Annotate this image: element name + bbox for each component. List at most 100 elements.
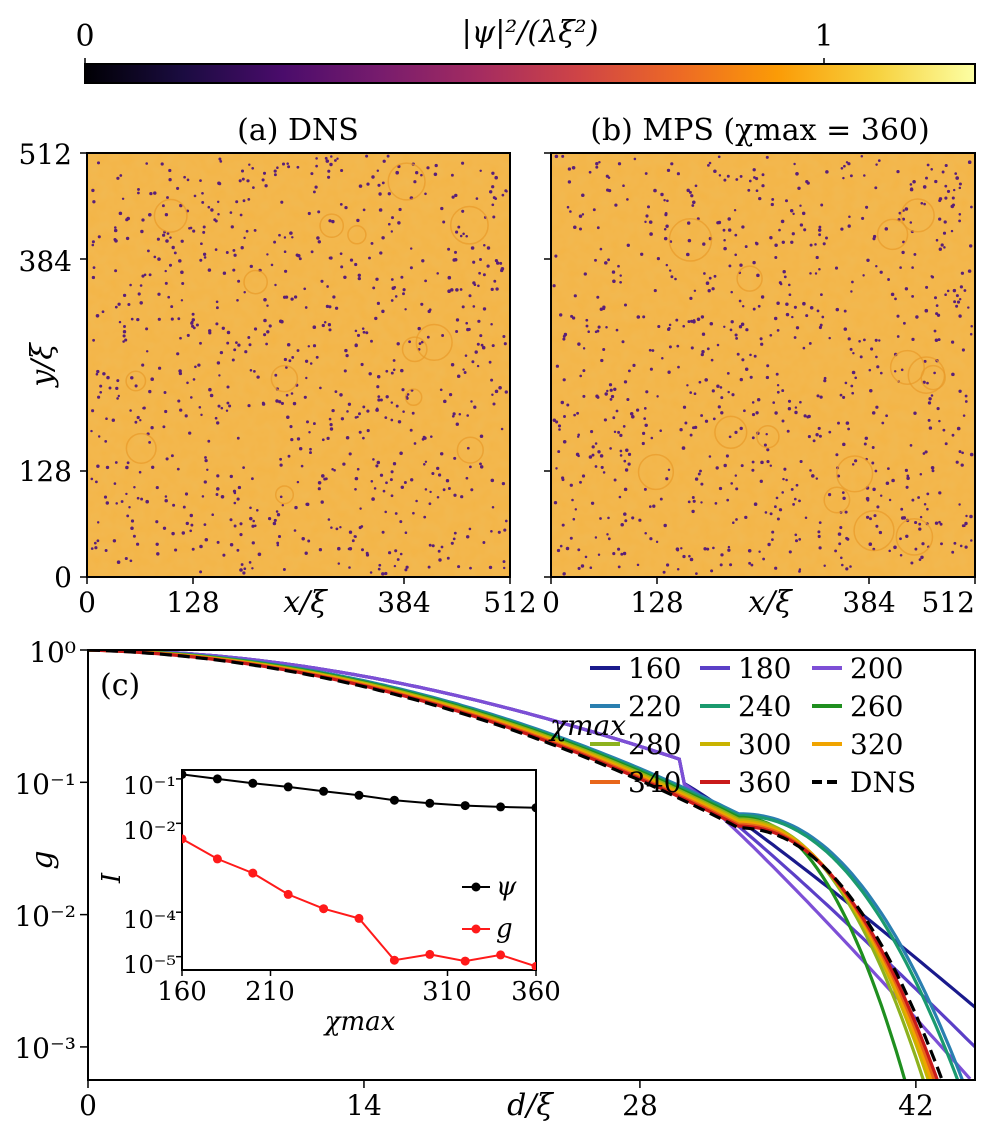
- vortex-dot: [938, 419, 941, 423]
- vortex-dot: [563, 415, 566, 418]
- vortex-dot: [834, 266, 839, 270]
- vortex-dot: [649, 505, 652, 508]
- vortex-dot: [955, 460, 959, 464]
- vortex-dot: [283, 357, 288, 362]
- sound-wave-ring: [876, 218, 909, 251]
- vortex-dot: [646, 205, 651, 209]
- vortex-dot: [876, 505, 880, 509]
- vortex-dot: [930, 466, 935, 470]
- vortex-dot: [664, 212, 668, 215]
- vortex-dot: [413, 180, 417, 184]
- legend-label-340: 340: [628, 766, 681, 799]
- vortex-dot: [442, 220, 446, 224]
- vortex-dot: [164, 495, 168, 498]
- vortex-dot: [495, 287, 499, 291]
- vortex-dot: [189, 513, 194, 518]
- panel-b-vortices: [552, 154, 974, 576]
- vortex-dot: [492, 402, 496, 406]
- vortex-dot: [911, 294, 915, 298]
- sound-wave-ring: [274, 485, 295, 505]
- vortex-dot: [849, 174, 853, 178]
- sound-wave-ring: [270, 364, 299, 393]
- vortex-dot: [479, 334, 483, 338]
- vortex-dot: [472, 260, 476, 264]
- vortex-dot: [596, 295, 600, 299]
- vortex-dot: [668, 345, 672, 349]
- vortex-dot: [741, 358, 745, 362]
- vortex-dot: [663, 198, 666, 202]
- vortex-dot: [334, 159, 337, 162]
- vortex-dot: [819, 323, 823, 327]
- vortex-dot: [296, 349, 300, 352]
- vortex-dot: [426, 335, 430, 339]
- vortex-dot: [266, 304, 269, 307]
- vortex-dot: [409, 247, 413, 250]
- vortex-dot: [778, 228, 781, 232]
- vortex-dot: [823, 379, 827, 383]
- vortex-dot: [273, 518, 277, 522]
- vortex-dot: [823, 564, 826, 568]
- vortex-dot: [794, 410, 798, 415]
- vortex-dot: [563, 332, 568, 337]
- vortex-dot: [129, 559, 133, 563]
- vortex-dot: [552, 418, 557, 423]
- vortex-dot: [178, 371, 183, 376]
- vortex-dot: [842, 176, 845, 180]
- vortex-dot: [304, 359, 309, 363]
- vortex-dot: [219, 350, 224, 355]
- vortex-dot: [296, 437, 301, 441]
- vortex-dot: [457, 225, 461, 229]
- vortex-dot: [887, 278, 891, 281]
- inset-ytick-1: 10⁻¹: [123, 772, 176, 800]
- vortex-dot: [799, 459, 803, 464]
- vortex-dot: [648, 220, 653, 224]
- vortex-dot: [958, 182, 962, 186]
- vortex-dot: [631, 516, 635, 520]
- inset-marker-g: [248, 868, 258, 878]
- vortex-dot: [645, 390, 649, 394]
- vortex-dot: [301, 536, 305, 541]
- vortex-dot: [236, 548, 240, 552]
- vortex-dot: [251, 541, 255, 545]
- vortex-dot: [738, 299, 742, 303]
- vortex-dot: [795, 172, 799, 176]
- vortex-dot: [692, 319, 696, 322]
- legend-label-180: 180: [738, 652, 791, 685]
- vortex-dot: [247, 198, 251, 201]
- panel-c-ylabel: g: [25, 850, 60, 869]
- vortex-dot: [130, 376, 134, 380]
- vortex-dot: [124, 338, 128, 342]
- vortex-dot: [657, 324, 661, 329]
- vortex-dot: [285, 393, 289, 397]
- vortex-dot: [385, 395, 389, 399]
- vortex-dot: [807, 414, 811, 419]
- vortex-dot: [90, 477, 94, 481]
- legend-label-240: 240: [738, 690, 791, 723]
- vortex-dot: [180, 299, 184, 302]
- vortex-dot: [268, 324, 272, 328]
- vortex-dot: [709, 322, 714, 326]
- vortex-dot: [451, 195, 455, 199]
- vortex-dot: [606, 533, 609, 536]
- vortex-dot: [333, 469, 336, 472]
- vortex-dot: [209, 393, 214, 398]
- vortex-dot: [891, 478, 895, 483]
- vortex-dot: [455, 330, 459, 333]
- vortex-dot: [706, 547, 710, 551]
- sound-wave-ring: [736, 265, 763, 292]
- vortex-dot: [141, 274, 145, 278]
- vortex-dot: [644, 172, 648, 175]
- vortex-dot: [241, 177, 245, 181]
- vortex-dot: [182, 505, 186, 509]
- vortex-dot: [735, 336, 739, 340]
- vortex-dot: [605, 326, 608, 329]
- vortex-dot: [403, 481, 407, 484]
- vortex-dot: [297, 254, 301, 258]
- vortex-dot: [875, 264, 878, 268]
- vortex-dot: [216, 200, 220, 204]
- vortex-dot: [739, 377, 743, 382]
- vortex-dot: [360, 525, 364, 528]
- vortex-dot: [469, 465, 472, 469]
- vortex-dot: [491, 171, 495, 175]
